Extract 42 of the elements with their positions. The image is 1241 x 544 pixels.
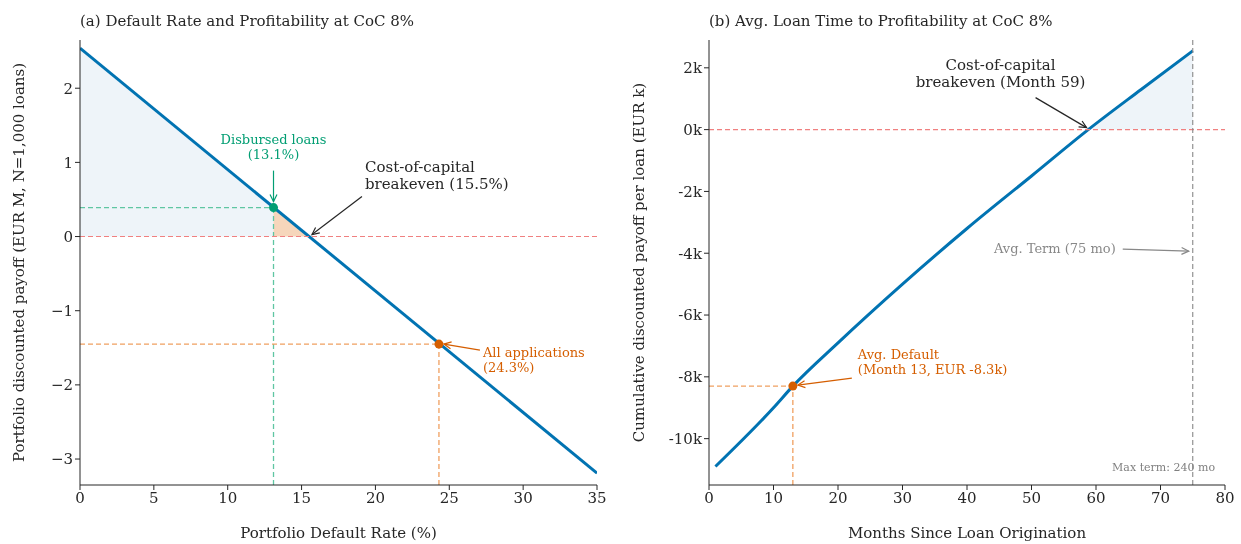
y-axis-title: Cumulative discounted payoff per loan (EUR k): [630, 82, 648, 443]
y-tick-label: -6k: [678, 306, 703, 325]
y-tick-label: −2: [50, 376, 73, 395]
y-tick-label: 0: [63, 227, 73, 246]
annotation: Disbursed loans (13.1%): [220, 131, 327, 162]
x-tick-label: 30: [892, 488, 913, 507]
y-tick-label: 1: [63, 153, 73, 172]
y-tick-label: 2: [63, 79, 73, 98]
x-tick-label: 10: [763, 488, 784, 507]
y-axis-title: Portfolio discounted payoff (EUR M, N=1,000 loans): [10, 62, 28, 463]
x-axis-title: Months Since Loan Origination: [847, 524, 1087, 542]
annotation: All applications (24.3%): [481, 345, 585, 376]
annotation: Cost-of-capital breakeven (15.5%): [364, 157, 509, 193]
x-tick-label: 80: [1215, 488, 1235, 507]
y-tick-label: -2k: [678, 182, 703, 201]
x-tick-label: 15: [292, 488, 312, 507]
x-tick-label: 25: [439, 488, 459, 507]
chart-title: (a) Default Rate and Profitability at CoC 8%: [80, 12, 415, 30]
x-tick-label: 40: [957, 488, 977, 507]
y-tick-label: −3: [50, 450, 73, 469]
x-tick-label: 5: [149, 488, 159, 507]
x-tick-label: 20: [828, 488, 848, 507]
y-tick-label: 2k: [683, 59, 703, 78]
x-tick-label: 60: [1086, 488, 1106, 507]
y-tick-label: 0k: [683, 120, 703, 139]
annotation: Avg. Default (Month 13, EUR -8.3k): [856, 347, 1008, 378]
x-tick-label: 50: [1021, 488, 1042, 507]
y-tick-label: -10k: [668, 429, 703, 448]
y-tick-label: -8k: [678, 368, 703, 387]
x-tick-label: 20: [365, 488, 385, 507]
chart-title: (b) Avg. Loan Time to Profitability at CoC 8%: [709, 12, 1053, 30]
x-axis-title: Portfolio Default Rate (%): [240, 524, 437, 542]
annotation: Cost-of-capital breakeven (Month 59): [915, 55, 1086, 91]
x-tick-label: 10: [218, 488, 238, 507]
x-tick-label: 70: [1150, 488, 1171, 507]
annotation: Max term: 240 mo: [1112, 461, 1216, 474]
ref-line-label: Avg. Term (75 mo): [992, 241, 1116, 257]
x-tick-label: 30: [513, 488, 533, 507]
x-tick-label: 35: [587, 488, 607, 507]
x-tick-label: 0: [75, 488, 85, 507]
y-tick-label: -4k: [678, 244, 703, 263]
y-tick-label: −1: [50, 302, 73, 321]
